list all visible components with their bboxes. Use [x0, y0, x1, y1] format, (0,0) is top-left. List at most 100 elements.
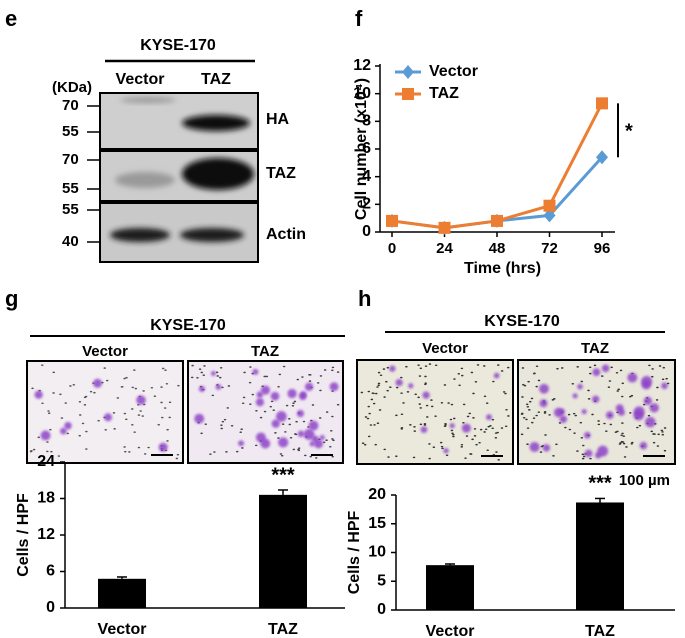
pore: [622, 442, 626, 445]
pore: [386, 366, 390, 369]
pore: [621, 422, 624, 424]
pore: [579, 421, 583, 424]
pore: [139, 410, 142, 412]
pore: [434, 364, 438, 367]
band: [180, 228, 244, 242]
pore: [368, 412, 371, 415]
bar: [576, 502, 624, 610]
cell: [389, 365, 396, 372]
pore: [166, 440, 169, 442]
pore: [376, 422, 380, 425]
x-tick-label: TAZ: [585, 623, 615, 638]
pore: [537, 411, 541, 413]
pore: [621, 432, 624, 435]
y-tick-label: 4: [362, 168, 371, 185]
pore: [383, 396, 386, 398]
cell: [594, 451, 602, 459]
pore: [292, 402, 295, 405]
pore: [434, 415, 437, 417]
pore: [284, 431, 287, 433]
cell: [581, 408, 587, 415]
pore: [482, 365, 486, 367]
pore: [270, 400, 274, 403]
pore: [665, 377, 668, 380]
pore: [60, 417, 64, 419]
cell: [493, 372, 500, 379]
pore: [395, 414, 398, 417]
y-tick-label: 0: [377, 601, 386, 618]
pore: [46, 450, 49, 453]
cell: [287, 388, 297, 399]
pore: [576, 450, 579, 452]
pore: [605, 430, 608, 432]
x-tick-label: 24: [436, 240, 453, 257]
pore: [274, 432, 277, 434]
pore: [364, 416, 368, 418]
pore: [615, 371, 619, 374]
pore: [371, 392, 375, 394]
pore: [528, 409, 531, 411]
pore: [419, 423, 423, 426]
panel-label: e: [5, 6, 17, 31]
pore: [552, 455, 555, 457]
cell: [194, 413, 205, 424]
cell: [93, 378, 103, 388]
pore: [418, 403, 422, 405]
pore: [520, 433, 524, 436]
cell: [661, 382, 668, 390]
pore: [418, 375, 422, 377]
cell: [627, 372, 638, 383]
image-header: KYSE-170: [484, 313, 560, 330]
pore: [46, 441, 49, 443]
blot-group: [99, 92, 259, 263]
bar: [259, 494, 307, 608]
pore: [318, 417, 322, 419]
pore: [161, 367, 165, 370]
pore: [50, 450, 53, 453]
pore: [259, 416, 263, 419]
pore: [57, 455, 61, 457]
pore: [89, 390, 93, 393]
pore: [526, 427, 530, 429]
series-line: [391, 102, 604, 230]
pore: [213, 451, 216, 453]
pore: [331, 369, 334, 372]
cell: [34, 390, 43, 399]
pore: [297, 447, 301, 449]
pore: [548, 414, 551, 416]
pore: [492, 380, 495, 383]
pore: [464, 457, 467, 459]
pore: [385, 380, 388, 383]
pore: [163, 407, 167, 409]
y-tick-label: 5: [377, 572, 386, 589]
pore: [617, 388, 621, 391]
pore: [653, 433, 656, 435]
pore: [123, 450, 127, 453]
pore: [504, 425, 508, 428]
pore: [377, 384, 380, 387]
pore: [597, 423, 601, 426]
pore: [616, 390, 620, 392]
pore: [425, 416, 429, 418]
cell: [408, 383, 414, 389]
pore: [521, 367, 525, 369]
pore: [543, 410, 547, 413]
pore: [32, 448, 36, 451]
pore: [157, 423, 161, 426]
y-tick-label: 24: [37, 453, 55, 470]
pore: [85, 448, 88, 450]
pore: [281, 423, 285, 425]
pore: [528, 400, 532, 403]
mw-marker: 70: [62, 151, 79, 168]
pore: [419, 367, 423, 370]
pore: [452, 433, 455, 436]
pore: [428, 363, 432, 365]
pore: [620, 434, 623, 437]
point: [543, 199, 556, 212]
blot-header: KYSE-170: [140, 37, 216, 54]
pore: [166, 428, 169, 431]
pore: [204, 423, 208, 425]
micrograph: [356, 359, 514, 465]
pore: [303, 454, 307, 457]
